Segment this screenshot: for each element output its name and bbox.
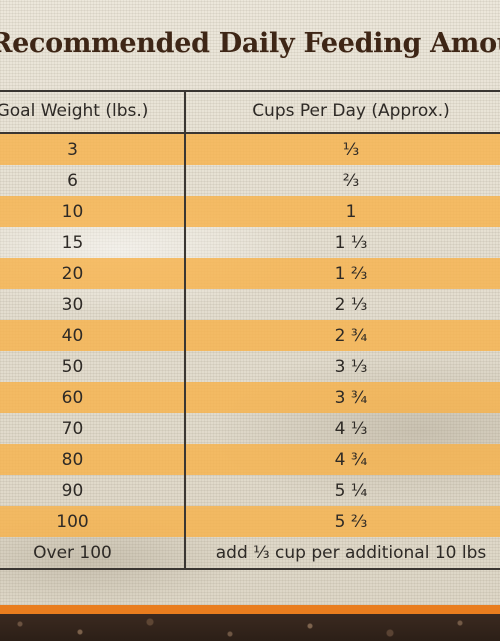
table-row: 60 3 ¾ xyxy=(0,382,500,413)
cell-goal-weight: 80 xyxy=(61,449,84,470)
cell-goal-weight: 90 xyxy=(61,480,84,501)
cell-goal-weight: 30 xyxy=(61,294,84,315)
cell-goal-weight: 70 xyxy=(61,418,84,439)
table-row: 10 1 xyxy=(0,196,500,227)
table-row: 50 3 ⅓ xyxy=(0,351,500,382)
table-row: 70 4 ⅓ xyxy=(0,413,500,444)
table-row: 20 1 ⅔ xyxy=(0,258,500,289)
cell-cups-per-day: 5 ⅔ xyxy=(334,511,368,532)
cell-cups-per-day: 2 ¾ xyxy=(334,325,368,346)
cell-goal-weight: 40 xyxy=(61,325,84,346)
table-header-row: Goal Weight (lbs.) Cups Per Day (Approx.… xyxy=(0,90,500,132)
cell-goal-weight: 50 xyxy=(61,356,84,377)
cell-cups-per-day: 2 ⅓ xyxy=(334,294,368,315)
table-row: 90 5 ¼ xyxy=(0,475,500,506)
cell-cups-per-day: ⅓ xyxy=(342,139,360,160)
header-goal-weight: Goal Weight (lbs.) xyxy=(0,101,149,121)
table-row: 15 1 ⅓ xyxy=(0,227,500,258)
cell-goal-weight: 20 xyxy=(61,263,84,284)
feeding-table: Goal Weight (lbs.) Cups Per Day (Approx.… xyxy=(0,90,500,571)
cell-goal-weight: 6 xyxy=(67,170,78,191)
cell-cups-per-day: 3 ⅓ xyxy=(334,356,368,377)
page-title: Recommended Daily Feeding Amounts xyxy=(0,28,500,59)
footer-soil-band xyxy=(0,614,500,641)
cell-cups-per-day: 4 ⅓ xyxy=(334,418,368,439)
cell-cups-per-day: 3 ¾ xyxy=(334,387,368,408)
table-row: 30 2 ⅓ xyxy=(0,289,500,320)
table-top-rule xyxy=(0,90,500,92)
cell-goal-weight: 100 xyxy=(56,511,89,532)
cell-goal-weight: 10 xyxy=(61,201,84,222)
table-row: 80 4 ¾ xyxy=(0,444,500,475)
cell-goal-weight: 3 xyxy=(67,139,78,160)
cell-goal-weight: Over 100 xyxy=(33,542,112,563)
cell-cups-per-day: 1 ⅔ xyxy=(334,263,368,284)
cell-cups-per-day: 1 ⅓ xyxy=(334,232,368,253)
cell-cups-per-day: 1 xyxy=(345,201,357,222)
cell-goal-weight: 60 xyxy=(61,387,84,408)
table-bottom-rule xyxy=(0,568,500,570)
cell-cups-per-day: 5 ¼ xyxy=(334,480,368,501)
header-cups-per-day: Cups Per Day (Approx.) xyxy=(252,101,450,121)
column-divider xyxy=(184,90,186,570)
table-header-rule xyxy=(0,132,500,134)
cell-cups-per-day: add ⅓ cup per additional 10 lbs xyxy=(215,542,487,563)
cell-goal-weight: 15 xyxy=(61,232,84,253)
table-row: 100 5 ⅔ xyxy=(0,506,500,537)
cell-cups-per-day: ⅔ xyxy=(342,170,360,191)
footer-orange-band xyxy=(0,605,500,614)
table-row: Over 100 add ⅓ cup per additional 10 lbs xyxy=(0,537,500,568)
table-row: 40 2 ¾ xyxy=(0,320,500,351)
cell-cups-per-day: 4 ¾ xyxy=(334,449,368,470)
